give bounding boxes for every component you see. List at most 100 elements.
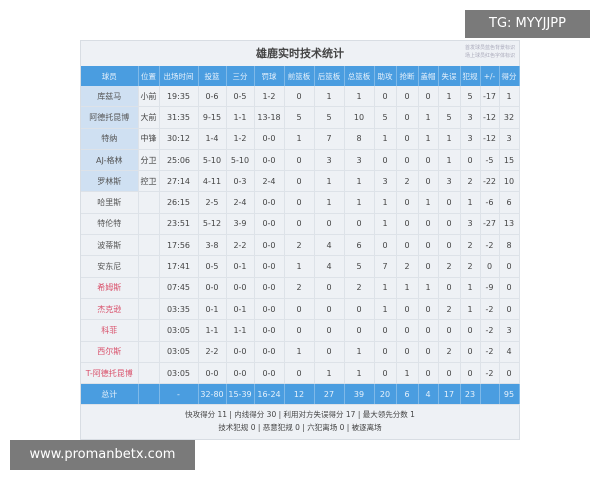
stat-cell: -27	[480, 213, 500, 236]
stat-cell	[138, 341, 160, 363]
player-row: 安东尼 17:41 0-5 0-1 0-0 1 4 5 7 2 0 2 2 0 0	[81, 255, 520, 278]
stat-cell: 0	[438, 319, 461, 342]
stat-cell: 1	[374, 298, 397, 321]
stat-cell: -2	[480, 298, 500, 321]
column-header: 罚球	[254, 66, 285, 86]
stat-cell: 0	[438, 191, 461, 214]
stat-cell: 1-1	[226, 319, 255, 342]
stat-cell: 0-5	[226, 86, 255, 108]
note-oncourt: 场上球员红色字体标识	[464, 53, 515, 59]
stat-cell: 1-2	[226, 128, 255, 150]
player-name: 西尔斯	[81, 341, 139, 363]
stat-cell: 控卫	[138, 170, 160, 193]
stat-cell: 25:06	[159, 149, 199, 172]
stat-cell: 3	[499, 319, 520, 342]
stat-cell: 0	[284, 86, 315, 108]
stat-cell: 0-0	[254, 149, 285, 172]
stat-cell: 23:51	[159, 213, 199, 236]
stat-cell: 1-1	[226, 106, 255, 129]
player-name: T-阿德托昆博	[81, 362, 139, 385]
player-name: 波蒂斯	[81, 234, 139, 257]
stat-cell: 03:05	[159, 341, 199, 363]
stat-cell: 0-0	[254, 213, 285, 236]
stat-cell: 2	[460, 170, 481, 193]
stat-cell: 0	[438, 213, 461, 236]
stat-cell: 0	[284, 191, 315, 214]
total-cell: 17	[438, 383, 461, 406]
stat-cell: 0-0	[254, 255, 285, 278]
player-row: 特纳 中锋 30:12 1-4 1-2 0-0 1 7 8 1 0 1 1 3 -12 3	[81, 128, 520, 150]
total-cell: 95	[499, 383, 520, 406]
player-name: 特纳	[81, 128, 139, 150]
stat-cell: 大前	[138, 106, 160, 129]
total-row: 总计 -32-80 15-39 16-24 12 27 39 20 6 4 17 23 95	[81, 383, 520, 406]
stat-cell: 03:35	[159, 298, 199, 321]
stat-cell: 3	[314, 149, 345, 172]
player-name: 希姆斯	[81, 277, 139, 299]
stat-cell: 3	[460, 213, 481, 236]
stat-cell	[138, 298, 160, 321]
stat-cell: 0	[418, 362, 439, 385]
stat-cell: 0	[314, 341, 345, 363]
stat-cell: 0	[284, 213, 315, 236]
player-name: 哈里斯	[81, 191, 139, 214]
total-cell: 总计	[81, 383, 139, 406]
stat-cell: 1	[374, 128, 397, 150]
stat-cell: 1	[284, 341, 315, 363]
stat-cell: 10	[499, 170, 520, 193]
stat-cell: 0	[396, 86, 419, 108]
total-cell: -	[159, 383, 199, 406]
column-header: 总篮板	[344, 66, 375, 86]
legend-note: 首发球员蓝色背景标识 场上球员红色字体标识	[465, 44, 515, 60]
stat-cell: 5	[284, 106, 315, 129]
stat-cell: -6	[480, 191, 500, 214]
column-header: 位置	[138, 66, 160, 86]
column-header: +/-	[480, 66, 500, 86]
player-name: 杰克逊	[81, 298, 139, 321]
column-header: 出场时间	[159, 66, 199, 86]
stat-cell: 1	[418, 277, 439, 299]
stat-cell: 0	[418, 319, 439, 342]
stat-cell: 0-0	[198, 362, 227, 385]
stat-cell: 1	[314, 191, 345, 214]
stat-cell: 2	[396, 170, 419, 193]
watermark-bottom: www.promanbetx.com	[10, 440, 195, 470]
stats-table: 球员 位置 出场时间 投篮 三分 罚球 前篮板 后篮板 总篮板 助攻 抢断 盖帽 失误 犯规 +/- 得分 库…	[81, 66, 520, 406]
player-row: 特伦特 23:51 5-12 3-9 0-0 0 0 0 1 0 0 0 3 -27 13	[81, 213, 520, 236]
stat-cell: 0	[438, 234, 461, 257]
stat-cell: -2	[480, 234, 500, 257]
total-cell: 23	[460, 383, 481, 406]
player-row: 阿德托昆博 大前 31:35 9-15 1-1 13-18 5 5 10 5 0 1 5 3 -12 32	[81, 106, 520, 129]
stat-cell: 0	[374, 319, 397, 342]
stat-cell: 0	[284, 149, 315, 172]
stat-cell: 0-1	[198, 298, 227, 321]
stat-cell: 1	[314, 170, 345, 193]
total-cell: 39	[344, 383, 375, 406]
player-row: AJ-格林 分卫 25:06 5-10 5-10 0-0 0 3 3 0 0 0 1 0 -5 15	[81, 149, 520, 172]
stat-cell: 13-18	[254, 106, 285, 129]
player-name: 阿德托昆博	[81, 106, 139, 129]
stat-cell: 小前	[138, 86, 160, 108]
column-header: 失误	[438, 66, 461, 86]
stat-cell: 3	[374, 170, 397, 193]
stat-cell: 0	[396, 106, 419, 129]
stat-cell: 0	[396, 213, 419, 236]
stat-cell: -9	[480, 277, 500, 299]
box-score-title: 雄鹿实时技术统计 首发球员蓝色背景标识 场上球员红色字体标识	[81, 41, 519, 66]
stat-cell: 6	[344, 234, 375, 257]
stat-cell: 0	[418, 341, 439, 363]
stat-cell: 5	[374, 106, 397, 129]
player-name: 特伦特	[81, 213, 139, 236]
stat-cell: 0	[396, 191, 419, 214]
stat-cell: 0-0	[226, 362, 255, 385]
stat-cell: 1	[460, 191, 481, 214]
stat-cell: 0-0	[254, 298, 285, 321]
stat-cell	[138, 362, 160, 385]
stat-cell: 4	[499, 341, 520, 363]
stat-cell: 5-12	[198, 213, 227, 236]
stat-cell: 0	[396, 341, 419, 363]
stat-cell: 0-1	[226, 298, 255, 321]
stat-cell: 0	[460, 149, 481, 172]
stat-cell: 0	[418, 298, 439, 321]
total-cell: 6	[396, 383, 419, 406]
